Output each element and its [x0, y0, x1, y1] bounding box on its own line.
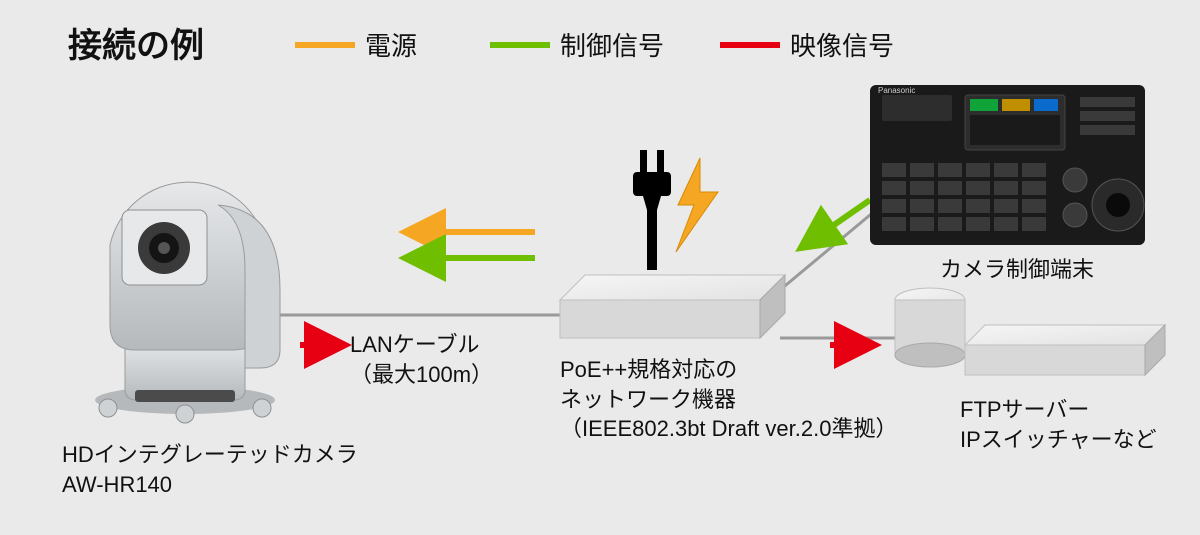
camera-label: HDインテグレーテッドカメラ AW-HR140 — [62, 440, 358, 499]
switch-label-line2: ネットワーク機器 — [560, 385, 897, 415]
camera-controller: Panasonic — [870, 85, 1145, 245]
ftp-server — [895, 288, 1165, 375]
camera-label-line2: AW-HR140 — [62, 470, 358, 500]
camera-label-line1: HDインテグレーテッドカメラ — [62, 440, 358, 470]
svg-text:Panasonic: Panasonic — [878, 86, 915, 95]
switch-label-line3: （IEEE802.3bt Draft ver.2.0準拠） — [560, 414, 897, 444]
poe-switch — [560, 275, 785, 338]
lan-label-line1: LANケーブル — [350, 330, 493, 360]
server-label-line1: FTPサーバー — [960, 395, 1157, 425]
lan-label: LANケーブル （最大100m） — [350, 330, 493, 389]
power-bolt-icon — [676, 158, 718, 252]
power-plug-icon — [633, 150, 671, 270]
switch-label: PoE++規格対応の ネットワーク機器 （IEEE802.3bt Draft v… — [560, 355, 897, 444]
server-label: FTPサーバー IPスイッチャーなど — [960, 395, 1157, 454]
server-label-line2: IPスイッチャーなど — [960, 425, 1157, 455]
controller-label: カメラ制御端末 — [940, 255, 1094, 285]
lan-label-line2: （最大100m） — [350, 360, 493, 390]
switch-label-line1: PoE++規格対応の — [560, 355, 897, 385]
ptz-camera — [95, 182, 280, 423]
